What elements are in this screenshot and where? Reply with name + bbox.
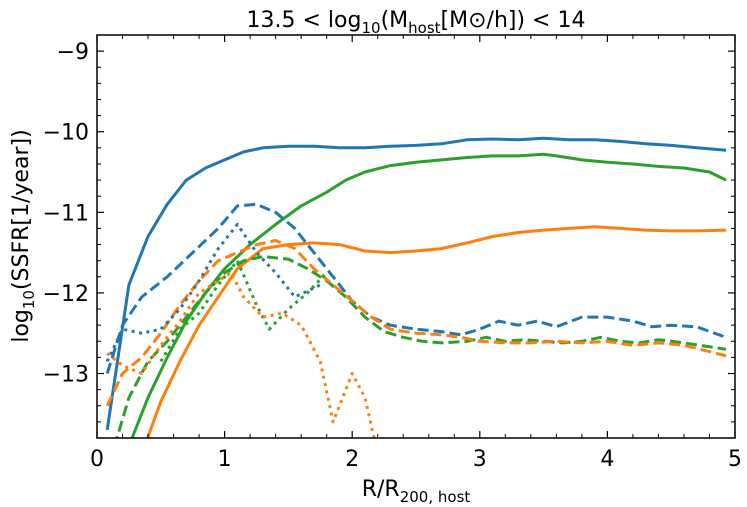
ylabel-pre: log	[9, 309, 34, 343]
series-line-green-solid	[130, 152, 727, 438]
x-tick-label: 5	[728, 447, 742, 472]
series-layer	[105, 136, 727, 438]
series-line-orange-dotted	[106, 271, 376, 438]
ylabel-post: (SSFR[1/year])	[9, 129, 34, 290]
title-pre: 13.5 < log	[247, 8, 362, 33]
title-post: [M⊙/h]) < 14	[441, 8, 586, 33]
series-line-blue-dashed	[105, 202, 727, 374]
tick-layer: 0 1 2 3 4 5 −13 −12 −11 −10 −9	[43, 34, 742, 472]
series-line-orange-solid	[145, 225, 727, 438]
x-tick-label: 1	[218, 447, 232, 472]
y-tick-label: −13	[43, 363, 89, 388]
title-mid: (M	[381, 8, 409, 33]
xlabel-main: R/R	[362, 477, 400, 502]
y-tick-label: −9	[57, 40, 89, 65]
ylabel-sub: 10	[20, 290, 38, 309]
x-tick-label: 2	[345, 447, 359, 472]
series-line-blue-dotted	[105, 222, 321, 363]
y-tick-label: −11	[43, 201, 89, 226]
y-axis-label: log10(SSFR[1/year])	[9, 129, 38, 342]
series-line-blue-solid	[105, 136, 727, 431]
title-sub2: host	[408, 19, 440, 37]
y-tick-label: −10	[43, 121, 89, 146]
xlabel-sub: 200, host	[400, 488, 471, 506]
title-sub1: 10	[361, 19, 380, 37]
x-tick-label: 4	[600, 447, 614, 472]
series-line-green-dotted	[159, 259, 328, 363]
chart-title: 13.5 < log10(Mhost[M⊙/h]) < 14	[247, 8, 586, 37]
x-axis-label: R/R200, host	[362, 477, 471, 506]
x-tick-label: 0	[90, 447, 104, 472]
plot-frame	[96, 34, 736, 439]
x-tick-label: 3	[473, 447, 487, 472]
y-tick-label: −12	[43, 282, 89, 307]
series-line-orange-dashed	[105, 239, 727, 407]
series-line-green-dashed	[115, 255, 727, 438]
